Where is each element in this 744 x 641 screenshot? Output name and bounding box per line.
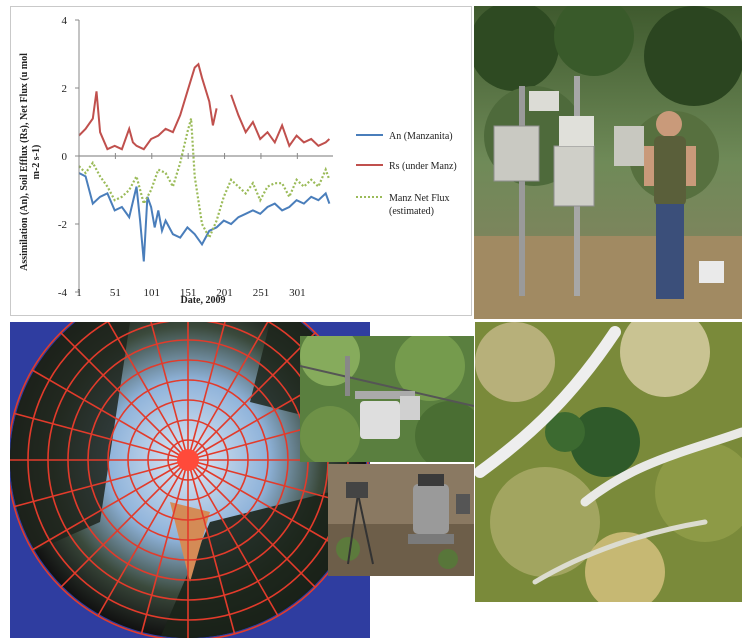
y-tick-label: 2 xyxy=(62,83,68,95)
field-station-photo xyxy=(474,6,742,319)
y-axis-label: Assimilation (An), Soil Efflux (Rs), Net… xyxy=(19,53,42,271)
legend-label-net: Manz Net Flux (estimated) xyxy=(389,193,450,217)
legend-label-rs: Rs (under Manz) xyxy=(389,161,457,172)
x-tick-label: 251 xyxy=(253,287,270,299)
x-tick-label: 101 xyxy=(144,287,161,299)
x-tick-label: 51 xyxy=(110,287,121,299)
legend-label-an: An (Manzanita) xyxy=(389,131,453,142)
series-line-an xyxy=(78,172,331,262)
x-axis-label: Date, 2009 xyxy=(181,295,226,306)
y-tick-label: 0 xyxy=(62,151,68,163)
root-microscopy-photo xyxy=(475,322,742,602)
series-line-rs xyxy=(78,62,331,151)
flux-chart: 420-2-4 1 51 101 151 201 251 301 An (Manzanita)… xyxy=(19,15,457,306)
x-tick-label: 151 xyxy=(180,287,197,299)
y-tick-label: -2 xyxy=(58,219,67,231)
soil-respiration-chamber-photo xyxy=(328,464,474,576)
y-tick-label: 4 xyxy=(62,15,68,27)
x-tick-label: 1 xyxy=(76,287,82,299)
flux-chart-panel: 4 2 0 -2 -4 1 51 101 151 201 251 301 An (Manzanita)… xyxy=(10,6,472,316)
canopy-sensor-photo xyxy=(300,336,474,462)
series-line-net xyxy=(78,118,331,241)
x-tick-label: 301 xyxy=(289,287,306,299)
y-tick-label: -4 xyxy=(58,287,68,299)
x-tick-label: 201 xyxy=(216,287,233,299)
